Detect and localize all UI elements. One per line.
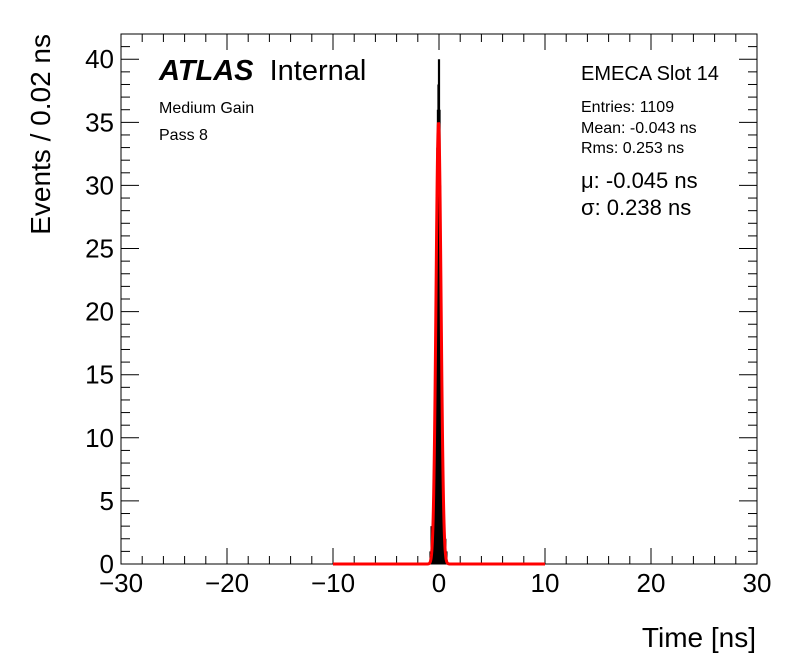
x-tick-label: −10 [311, 568, 355, 598]
y-tick-label: 35 [85, 107, 114, 137]
gaussian-fit-line [333, 122, 545, 566]
x-tick-label: 10 [531, 568, 560, 598]
y-tick-label: 5 [100, 486, 114, 516]
y-tick-label: 25 [85, 234, 114, 264]
atlas-word: ATLAS [158, 55, 254, 87]
y-tick-label: 40 [85, 44, 114, 74]
atlas-suffix: Internal [270, 55, 367, 87]
axis-ticks [120, 33, 758, 565]
y-tick-label: 10 [85, 423, 114, 453]
x-tick-label: 20 [637, 568, 666, 598]
x-tick-label: −30 [99, 568, 143, 598]
y-tick-label: 30 [85, 170, 114, 200]
x-tick-label: −20 [205, 568, 249, 598]
gain-label: Medium Gain [159, 100, 254, 117]
y-axis-label: Events / 0.02 ns [25, 34, 56, 235]
x-tick-labels: −30 −20 −10 0 10 20 30 [99, 568, 772, 598]
fit-mu-label: μ: -0.045 ns [581, 168, 698, 193]
fit-sigma-label: σ: 0.238 ns [581, 195, 691, 220]
y-tick-label: 0 [100, 549, 114, 579]
mean-label: Mean: -0.043 ns [581, 120, 697, 137]
y-tick-label: 15 [85, 360, 114, 390]
y-tick-labels: 0 5 10 15 20 25 30 35 40 [85, 44, 114, 579]
atlas-label: ATLAS Internal [158, 55, 366, 87]
y-tick-label: 20 [85, 297, 114, 327]
x-tick-label: 30 [743, 568, 772, 598]
x-axis-label: Time [ns] [642, 622, 756, 653]
rms-label: Rms: 0.253 ns [581, 140, 684, 157]
slot-label: EMECA Slot 14 [581, 63, 719, 85]
x-tick-label: 0 [432, 568, 446, 598]
fit-curve [333, 122, 545, 566]
pass-label: Pass 8 [159, 127, 208, 144]
entries-label: Entries: 1109 [581, 99, 674, 116]
